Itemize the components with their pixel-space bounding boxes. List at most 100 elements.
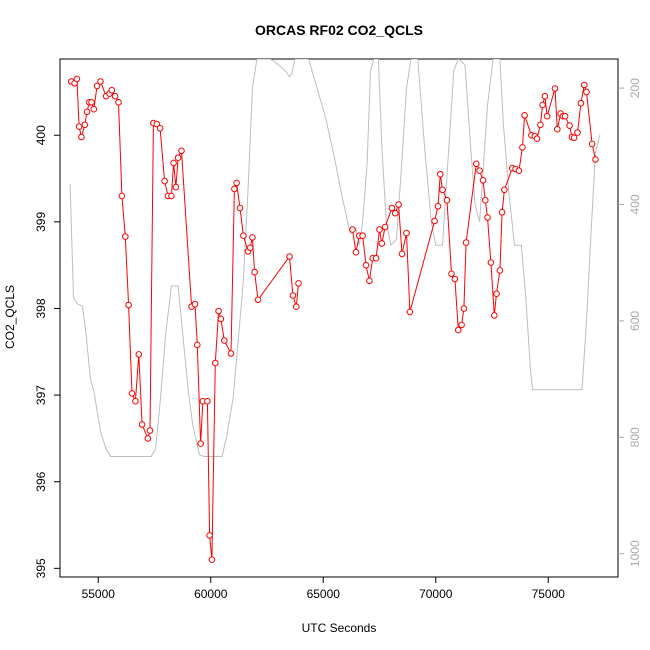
co2-point — [476, 167, 483, 174]
co2-point — [132, 397, 139, 405]
co2-point — [78, 133, 85, 141]
co2-point — [392, 209, 399, 217]
co2-point — [479, 177, 487, 184]
co2-point — [289, 292, 297, 299]
co2-point — [286, 253, 293, 260]
y2-tick-label: 800 — [628, 427, 642, 447]
y2-tick-label: 600 — [628, 311, 642, 331]
co2-point — [204, 397, 211, 405]
y2-tick-label: 400 — [628, 194, 642, 214]
co2-point — [406, 308, 414, 316]
co2-point — [398, 250, 406, 258]
co2-point — [515, 167, 523, 174]
co2-point — [208, 556, 216, 564]
co2-point — [493, 290, 500, 298]
co2-point — [73, 75, 81, 83]
co2-point — [168, 192, 175, 200]
y-tick-label: 399 — [34, 212, 48, 232]
co2-point — [254, 296, 262, 304]
co2-point — [97, 78, 104, 85]
co2-point — [501, 186, 508, 194]
y-axis-label: CO2_QCLS — [3, 285, 17, 349]
co2-point — [381, 223, 389, 231]
co2-point — [212, 359, 219, 367]
co2-point — [144, 435, 152, 442]
pressure-series — [69, 59, 601, 457]
co2-point — [293, 303, 300, 311]
x-tick-label: 55000 — [82, 587, 116, 601]
co2-point — [146, 427, 154, 434]
co2-point — [372, 254, 380, 262]
co2-point — [533, 135, 541, 142]
co2-point — [577, 99, 585, 107]
co2-point — [174, 154, 182, 161]
co2-point — [217, 315, 225, 323]
co2-point — [487, 259, 495, 266]
co2-point — [561, 112, 569, 120]
pressure-line — [69, 59, 601, 457]
co2-point — [240, 232, 247, 239]
co2-point — [153, 120, 161, 128]
co2-point — [434, 203, 442, 210]
co2-point — [125, 301, 132, 309]
co2-point — [118, 192, 126, 200]
co2-point — [93, 82, 101, 90]
co2-point — [366, 277, 373, 285]
co2-point — [451, 275, 459, 283]
co2-point — [537, 121, 544, 129]
co2-point — [108, 86, 116, 94]
co2-point — [246, 244, 254, 252]
co2-point — [191, 300, 199, 308]
co2-point — [439, 186, 446, 194]
co2-point — [554, 125, 561, 133]
co2-point — [570, 134, 578, 142]
co2-point — [295, 280, 302, 287]
co2-point — [519, 144, 526, 151]
co2-point — [170, 159, 177, 167]
co2-point — [521, 112, 528, 119]
co2-point — [156, 125, 164, 132]
x-tick-label: 65000 — [307, 587, 341, 601]
co2-point — [395, 201, 402, 208]
co2-point — [462, 239, 470, 246]
co2-point — [122, 233, 129, 240]
co2-point — [111, 92, 119, 100]
co2-point — [135, 351, 143, 358]
co2-point — [349, 226, 356, 233]
co2-point — [473, 160, 480, 168]
co2-point — [90, 105, 98, 113]
co2-point — [231, 185, 238, 193]
co2-point — [543, 112, 551, 120]
y-tick-label: 397 — [34, 385, 48, 405]
co2-point — [88, 99, 95, 106]
co2-point — [458, 321, 465, 329]
co2-point — [484, 214, 491, 221]
co2-point — [359, 232, 366, 239]
y-tick-label: 400 — [34, 125, 48, 145]
co2-point — [236, 204, 244, 212]
co2-point — [378, 240, 386, 247]
co2-point — [491, 312, 498, 319]
co2-point — [194, 341, 201, 349]
co2-point — [574, 129, 581, 136]
x-tick-label: 75000 — [532, 587, 566, 601]
co2-point — [588, 140, 596, 148]
y2-tick-label: 1000 — [628, 540, 642, 567]
co2-point — [233, 179, 240, 187]
co2-point — [221, 337, 228, 344]
co2-point — [138, 421, 146, 428]
co2-point — [178, 147, 185, 155]
co2-point — [539, 101, 546, 109]
co2-point — [592, 156, 599, 163]
co2-line-segment — [71, 77, 299, 560]
co2-point — [81, 121, 89, 129]
co2-point — [566, 122, 573, 129]
co2-series — [68, 75, 599, 564]
co2-point — [460, 305, 468, 312]
x-axis-label: UTC Seconds — [302, 621, 377, 635]
co2-point — [443, 196, 451, 204]
co2-point — [376, 226, 383, 233]
y-tick-label: 395 — [34, 558, 48, 578]
plot-frame — [59, 58, 619, 578]
